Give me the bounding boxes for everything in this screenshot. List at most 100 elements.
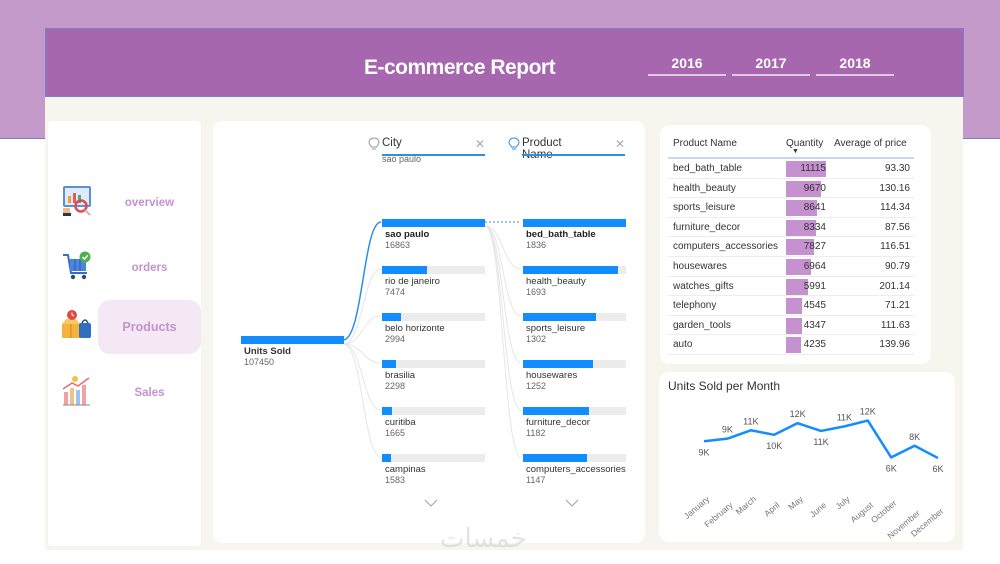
node-bar	[382, 219, 485, 227]
column-header-product-name[interactable]: Product Name	[673, 138, 737, 149]
sidebar-item-products[interactable]: Products	[48, 300, 201, 354]
level-selected-value: sao paulo	[382, 154, 422, 164]
sales-growth-chart-icon	[62, 376, 90, 406]
data-label: 11K	[837, 412, 852, 422]
node-bar	[523, 454, 587, 462]
analytics-magnifier-icon	[63, 186, 91, 216]
sidebar-nav: overview orders	[48, 121, 201, 546]
page-title: E-commerce Report	[364, 56, 556, 79]
table-row[interactable]: garden_tools 4347 111.63	[668, 316, 914, 336]
data-label: 6K	[886, 463, 897, 473]
node-value: 1302	[526, 334, 547, 344]
table-row[interactable]: housewares 6964 90.79	[668, 257, 914, 277]
sidebar-item-label: orders	[131, 262, 168, 274]
sidebar-item-orders[interactable]: orders	[48, 241, 201, 295]
node-bar	[523, 266, 618, 274]
data-label: 8K	[909, 432, 920, 442]
node-label: campinas	[385, 464, 426, 475]
node-bar	[382, 360, 397, 368]
x-axis-tick-label: March	[734, 494, 759, 517]
table-row[interactable]: health_beauty 9670 130.16	[668, 179, 914, 199]
node-value: 1665	[385, 428, 406, 438]
data-label: 11K	[813, 437, 828, 447]
year-slicer-2017[interactable]: 2017	[732, 55, 810, 76]
watermark: خمسات	[440, 524, 527, 554]
node-bar	[241, 336, 344, 344]
data-label: 6K	[932, 464, 943, 474]
level-underline	[382, 154, 485, 156]
level-label: City	[382, 137, 402, 149]
table-row[interactable]: bed_bath_table 11115 93.30	[668, 159, 914, 179]
x-axis-tick-label: June	[808, 500, 829, 520]
report-header: E-commerce Report 2016 2017 2018	[45, 28, 964, 97]
data-label: 11K	[743, 416, 758, 426]
remove-level-icon[interactable]: ✕	[615, 137, 626, 151]
node-label: brasilia	[385, 370, 416, 381]
node-label: bed_bath_table	[526, 229, 596, 240]
data-label: 12K	[790, 409, 806, 419]
column-header-average-price[interactable]: Average of price	[834, 138, 907, 149]
decomposition-tree: City ✕ Product Name ✕ sao paulo Units So…	[213, 121, 645, 543]
node-value: 107450	[244, 357, 275, 367]
x-axis-tick-label: October	[869, 498, 899, 525]
sort-descending-icon: ▼	[792, 148, 799, 155]
lightbulb-icon[interactable]	[508, 137, 520, 151]
node-value: 7474	[385, 287, 406, 297]
node-bar	[382, 454, 392, 462]
table-row[interactable]: auto 4235 139.96	[668, 335, 914, 355]
node-label: curitiba	[385, 417, 416, 428]
x-axis-tick-label: May	[786, 493, 805, 511]
table-row[interactable]: computers_accessories 7827 116.51	[668, 237, 914, 257]
node-label: sao paulo	[385, 229, 430, 240]
x-axis-tick-label: April	[762, 500, 782, 519]
node-bar	[523, 407, 589, 415]
lightbulb-icon[interactable]	[368, 137, 380, 151]
product-table: Product Name Quantity ▼ Average of price…	[660, 125, 931, 364]
sidebar-item-overview[interactable]: overview	[48, 176, 201, 230]
table-row[interactable]: furniture_decor 8334 87.56	[668, 218, 914, 238]
year-slicer-2018[interactable]: 2018	[816, 55, 894, 76]
node-bar	[382, 266, 428, 274]
units-sold-line[interactable]	[703, 419, 939, 460]
node-bar	[382, 407, 393, 415]
level-label: Product Name	[522, 137, 562, 161]
node-label: housewares	[526, 370, 578, 381]
column-header-quantity[interactable]: Quantity	[786, 138, 824, 149]
sidebar-item-label: Sales	[134, 387, 165, 399]
units-sold-per-month-chart: Units Sold per Month 9K 9K 11K 10K 12K 11K 11K…	[659, 372, 955, 542]
chart-title: Units Sold per Month	[668, 379, 781, 393]
node-bar	[523, 313, 597, 321]
year-slicer-2016[interactable]: 2016	[648, 55, 726, 76]
node-value: 2994	[385, 334, 406, 344]
data-label: 10K	[766, 441, 782, 451]
product-box-bag-icon	[62, 310, 91, 338]
tree-connectors	[342, 221, 522, 458]
node-value: 2298	[385, 381, 406, 391]
data-label: 9K	[698, 447, 709, 457]
table-row[interactable]: telephony 4545 71.21	[668, 296, 914, 316]
sidebar-item-sales[interactable]: Sales	[48, 366, 201, 420]
node-value: 1583	[385, 475, 406, 485]
node-bar	[523, 360, 594, 368]
level-underline	[522, 154, 625, 156]
line-plot[interactable]: 9K9K11K10K12K11K11K12K6K8K6KJanuaryFebru…	[659, 372, 955, 542]
table-header: Product Name Quantity ▼ Average of price	[668, 133, 914, 159]
data-label: 12K	[860, 407, 876, 417]
node-bar	[382, 313, 401, 321]
shopping-cart-check-icon	[63, 251, 91, 280]
data-label: 9K	[722, 425, 733, 435]
table-row[interactable]: watches_gifts 5991 201.14	[668, 277, 914, 297]
remove-level-icon[interactable]: ✕	[475, 137, 486, 151]
chevron-down-icon[interactable]	[424, 498, 438, 508]
node-bar	[523, 219, 626, 227]
x-axis-tick-label: July	[834, 493, 853, 511]
node-value: 1147	[526, 475, 546, 485]
node-label: Units Sold	[244, 346, 291, 357]
node-label: health_beauty	[526, 276, 586, 287]
chevron-down-icon[interactable]	[565, 498, 579, 508]
node-label: sports_leisure	[526, 323, 586, 334]
node-label: furniture_decor	[526, 417, 590, 428]
table-row[interactable]: sports_leisure 8641 114.34	[668, 198, 914, 218]
node-value: 1182	[526, 428, 546, 438]
